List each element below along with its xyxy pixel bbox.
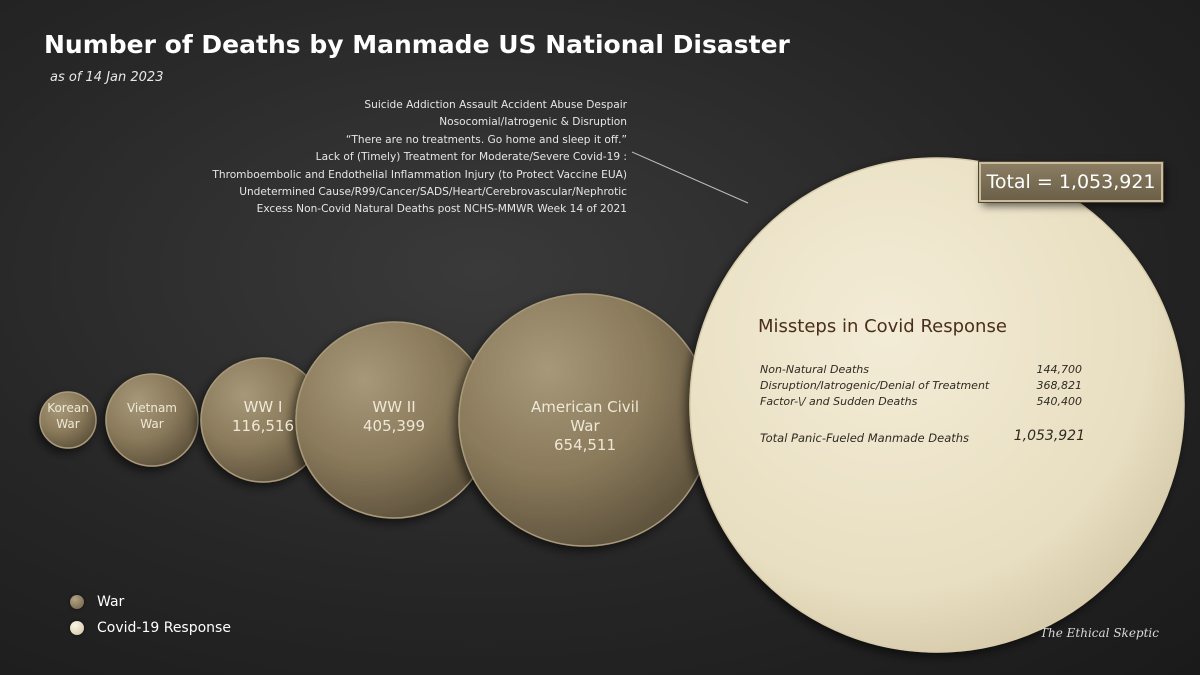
bubble-value: 405,399 — [363, 417, 425, 435]
chart-subtitle: as of 14 Jan 2023 — [50, 70, 164, 85]
bubble-label: Vietnam — [127, 401, 177, 415]
total-badge: Total = 1,053,921 — [979, 162, 1163, 202]
legend-item-covid: Covid-19 Response — [70, 620, 231, 636]
bubble-label: War — [570, 417, 600, 435]
breakdown-value-factor-v: 540,400 — [1036, 395, 1083, 408]
legend-swatch-war — [70, 595, 84, 609]
legend-swatch-covid — [70, 621, 84, 635]
breakdown-value-non-natural: 144,700 — [1036, 363, 1083, 376]
breakdown-total-value: 1,053,921 — [1013, 428, 1085, 444]
bubble-label: WW II — [372, 398, 415, 416]
chart-title: Number of Deaths by Manmade US National … — [44, 30, 790, 59]
covid-breakdown-title: Missteps in Covid Response — [758, 316, 1007, 337]
cause-list: Suicide Addiction Assault Accident Abuse… — [67, 97, 627, 219]
cause-line: Suicide Addiction Assault Accident Abuse… — [364, 99, 627, 111]
breakdown-value-disruption: 368,821 — [1036, 379, 1083, 392]
cause-line: Nosocomial/Iatrogenic & Disruption — [439, 116, 627, 129]
breakdown-label-factor-v: Factor-\/ and Sudden Deaths — [760, 395, 918, 408]
cause-line: Thromboembolic and Endothelial Inflammat… — [212, 168, 627, 181]
breakdown-total-label: Total Panic-Fueled Manmade Deaths — [760, 431, 970, 445]
bubble-label: War — [56, 417, 79, 431]
bubble-label: American Civil — [531, 398, 639, 416]
cause-line: “There are no treatments. Go home and sl… — [345, 133, 627, 146]
bubble-covid-response — [689, 157, 1185, 653]
bubble-vietnam-war — [105, 373, 199, 467]
leader-line — [631, 151, 749, 204]
cause-line: Lack of (Timely) Treatment for Moderate/… — [315, 151, 627, 164]
breakdown-label-disruption: Disruption/Iatrogenic/Denial of Treatmen… — [760, 379, 990, 392]
bubble-korean-war — [39, 391, 97, 449]
bubble-label: Korean — [47, 401, 89, 415]
bubble-value: 654,511 — [554, 436, 616, 454]
legend-label-war: War — [97, 594, 125, 610]
legend-item-war: War — [70, 594, 124, 610]
cause-line: Excess Non-Covid Natural Deaths post NCH… — [256, 203, 627, 216]
credit-watermark: The Ethical Skeptic — [1040, 626, 1159, 640]
bubble-value: 116,516 — [232, 417, 294, 435]
cause-line: Undetermined Cause/R99/Cancer/SADS/Heart… — [239, 186, 627, 199]
bubble-label: WW I — [244, 398, 283, 416]
breakdown-label-non-natural: Non-Natural Deaths — [760, 363, 869, 376]
bubble-label: War — [140, 417, 163, 431]
legend-label-covid: Covid-19 Response — [97, 620, 231, 636]
